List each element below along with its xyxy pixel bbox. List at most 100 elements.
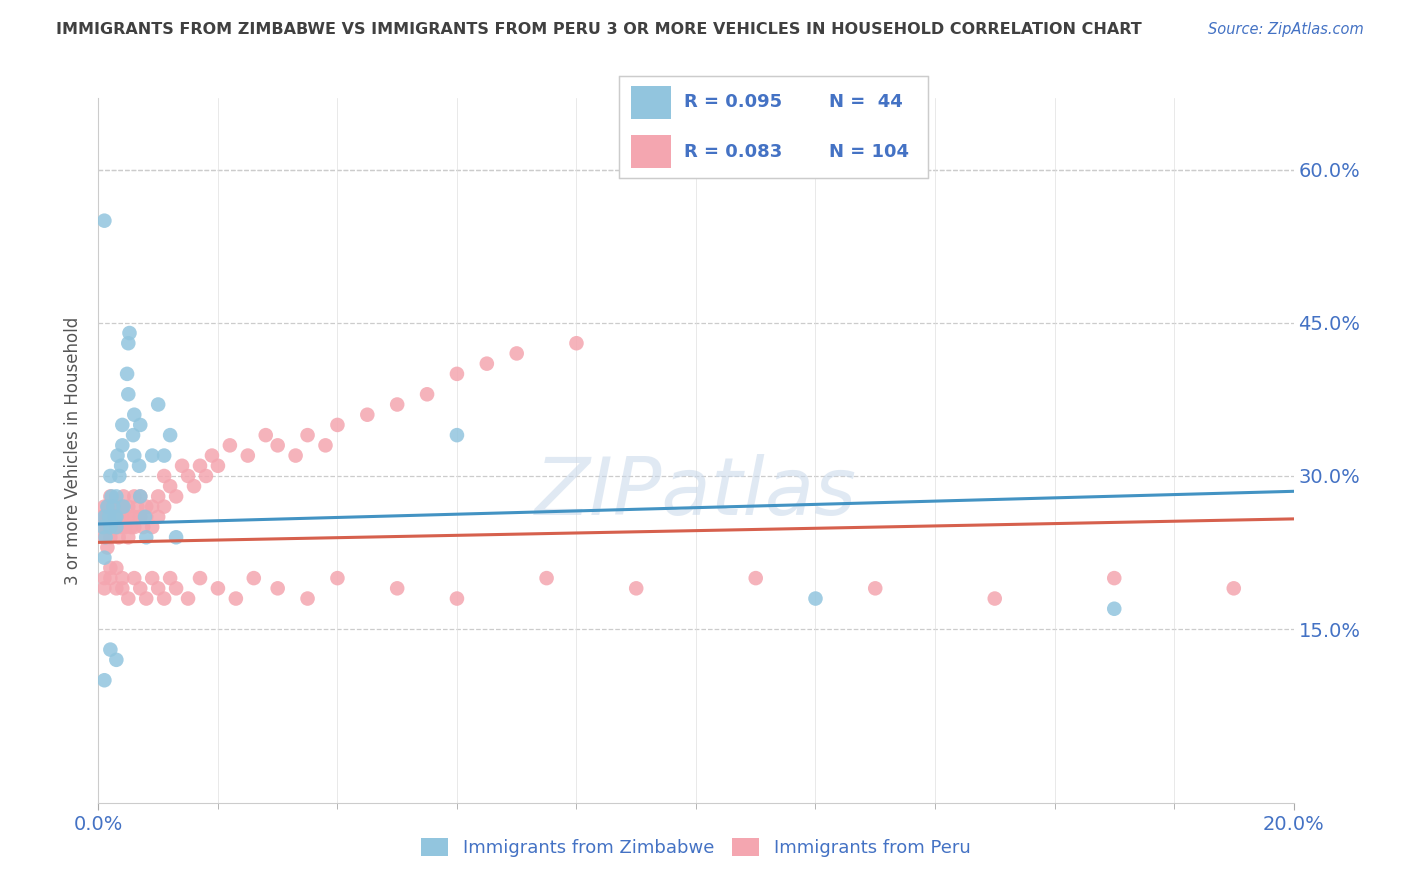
Point [153,469,176,483]
Point [124,490,146,504]
Text: N =  44: N = 44 [830,94,903,112]
Point [159,428,181,442]
Point [120,520,142,534]
Point [93,213,115,227]
Point [124,520,146,534]
Point [177,469,200,483]
Point [103,500,125,514]
Point [111,582,134,596]
Point [159,479,181,493]
Point [96,541,118,555]
Point [243,571,266,585]
Point [135,591,157,606]
Point [93,500,115,514]
Point [98,530,122,544]
Point [111,571,134,585]
Point [153,591,176,606]
Point [103,500,125,514]
Point [1223,582,1246,596]
Point [165,490,187,504]
Point [1104,601,1126,615]
Point [536,571,558,585]
Point [297,428,319,442]
Point [201,449,224,463]
Point [207,458,229,473]
Point [141,571,163,585]
Point [326,417,349,432]
Point [105,653,128,667]
Point [93,673,115,688]
Point [177,591,200,606]
Point [225,591,247,606]
Point [284,449,307,463]
Text: R = 0.083: R = 0.083 [683,143,782,161]
Point [93,530,115,544]
Point [112,500,135,514]
Point [1104,571,1126,585]
Point [219,438,242,452]
Point [105,509,128,524]
Point [98,509,121,524]
Text: ZIPatlas: ZIPatlas [534,454,858,532]
Point [111,509,134,524]
Text: IMMIGRANTS FROM ZIMBABWE VS IMMIGRANTS FROM PERU 3 OR MORE VEHICLES IN HOUSEHOLD: IMMIGRANTS FROM ZIMBABWE VS IMMIGRANTS F… [56,22,1142,37]
Point [93,550,115,565]
Point [141,449,163,463]
Point [93,571,115,585]
Point [132,520,155,534]
Point [195,469,218,483]
Point [105,509,128,524]
Point [984,591,1007,606]
Point [207,582,229,596]
Point [135,509,157,524]
Point [94,530,117,544]
Point [105,582,128,596]
Point [124,449,146,463]
Point [122,428,145,442]
Point [446,428,468,442]
Point [111,438,134,452]
Point [103,509,125,524]
Point [506,346,529,360]
Point [91,520,114,534]
Point [107,520,129,534]
Point [148,582,170,596]
Point [111,417,134,432]
Y-axis label: 3 or more Vehicles in Household: 3 or more Vehicles in Household [65,317,83,584]
Point [93,509,115,524]
Point [745,571,768,585]
Legend: Immigrants from Zimbabwe, Immigrants from Peru: Immigrants from Zimbabwe, Immigrants fro… [415,830,977,864]
Point [96,520,118,534]
Point [91,520,114,534]
Point [117,509,139,524]
Point [105,500,128,514]
Point [148,509,170,524]
Point [107,449,129,463]
Point [117,530,139,544]
Point [104,509,127,524]
Point [114,520,136,534]
Point [172,458,194,473]
Point [105,520,128,534]
Point [98,509,121,524]
Point [98,520,122,534]
Point [188,458,211,473]
Point [129,490,152,504]
Point [297,591,319,606]
Point [385,582,409,596]
Point [105,520,128,534]
Point [124,408,146,422]
Point [100,509,122,524]
Point [446,367,468,381]
Point [326,571,349,585]
Point [98,561,122,575]
Point [111,520,134,534]
Point [315,438,337,452]
Point [565,336,588,351]
Point [159,571,181,585]
Point [98,571,122,585]
Point [105,561,128,575]
Point [134,509,156,524]
Bar [631,87,671,119]
Point [385,397,409,411]
